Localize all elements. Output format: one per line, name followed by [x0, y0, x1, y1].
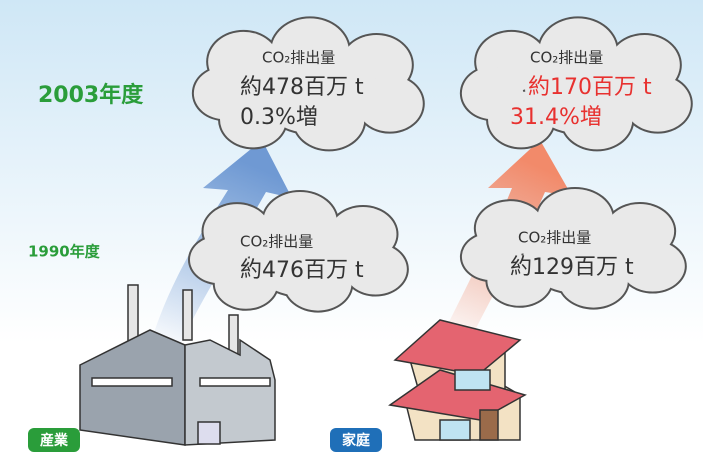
cloud-heading: CO₂排出量 — [262, 49, 335, 67]
cloud-part — [523, 211, 626, 292]
cloud-change: 31.4%増 — [510, 105, 602, 130]
year-base: 1990年度 — [28, 243, 101, 261]
cloud-heading: CO₂排出量 — [240, 233, 313, 251]
cloud-amount: 約476百万 t — [240, 258, 364, 283]
cloud-part — [250, 214, 350, 295]
cloud — [188, 190, 409, 313]
cloud-heading: CO₂排出量 — [518, 229, 591, 247]
sector-label: 家庭 — [342, 432, 371, 449]
cloud — [460, 187, 687, 310]
cloud-part — [357, 76, 423, 132]
cloud-heading: CO₂排出量 — [530, 49, 603, 67]
cloud-change: 0.3%増 — [240, 105, 318, 130]
cloud-amount: 約478百万 t — [240, 75, 364, 100]
infographic: 2003年度 1990年度 CO₂排出量 約478百万 t 0.3%増 CO₂排… — [0, 0, 703, 458]
sector-label: 産業 — [40, 432, 69, 449]
cloud-amount: 約170百万 t — [528, 75, 652, 100]
page: {"years": {"current": "2003年度", "base": … — [0, 0, 703, 458]
cloud-amount: 約129百万 t — [510, 255, 634, 280]
year-current: 2003年度 — [38, 82, 144, 108]
